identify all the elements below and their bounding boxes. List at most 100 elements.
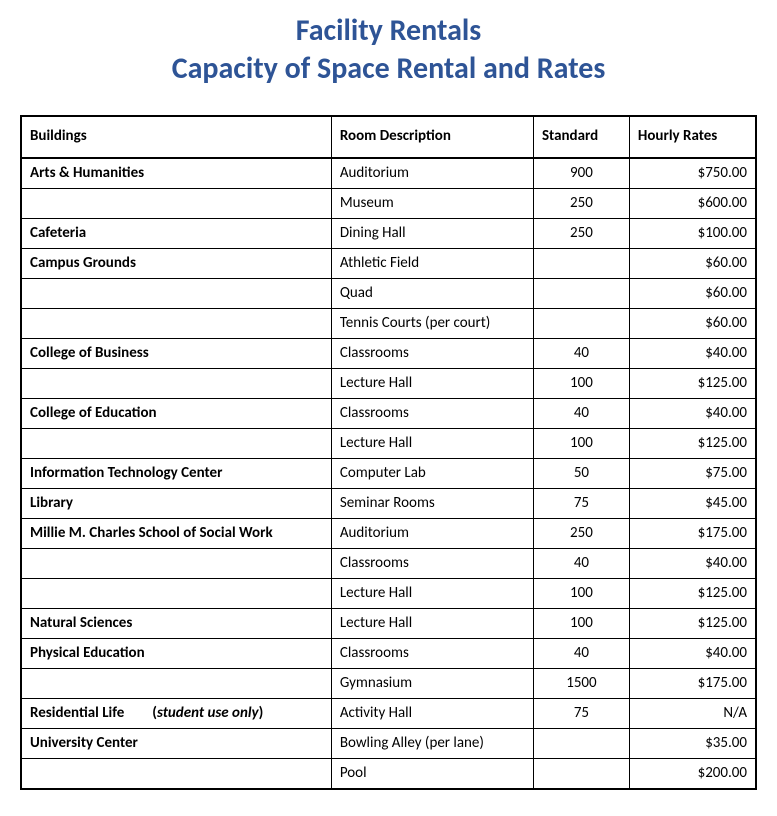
table-row: Millie M. Charles School of Social WorkA… <box>21 519 756 549</box>
cell-room: Athletic Field <box>331 249 533 279</box>
cell-room: Seminar Rooms <box>331 489 533 519</box>
cell-rate: $40.00 <box>629 339 756 369</box>
cell-building <box>21 669 331 699</box>
table-row: Quad $60.00 <box>21 279 756 309</box>
cell-standard: 900 <box>533 158 629 189</box>
cell-building: University Center <box>21 729 331 759</box>
table-row: Physical EducationClassrooms40$40.00 <box>21 639 756 669</box>
cell-room: Tennis Courts (per court) <box>331 309 533 339</box>
cell-rate: $60.00 <box>629 309 756 339</box>
cell-standard: 40 <box>533 639 629 669</box>
cell-room: Bowling Alley (per lane) <box>331 729 533 759</box>
cell-standard <box>533 729 629 759</box>
cell-standard: 40 <box>533 399 629 429</box>
cell-room: Dining Hall <box>331 219 533 249</box>
cell-rate: $750.00 <box>629 158 756 189</box>
cell-rate: $60.00 <box>629 249 756 279</box>
cell-building <box>21 369 331 399</box>
cell-building: Campus Grounds <box>21 249 331 279</box>
cell-building: Physical Education <box>21 639 331 669</box>
cell-rate: $45.00 <box>629 489 756 519</box>
cell-rate: $600.00 <box>629 189 756 219</box>
cell-room: Gymnasium <box>331 669 533 699</box>
cell-building: College of Education <box>21 399 331 429</box>
table-row: Information Technology CenterComputer La… <box>21 459 756 489</box>
cell-standard: 100 <box>533 579 629 609</box>
cell-rate: $175.00 <box>629 519 756 549</box>
col-header-standard: Standard <box>533 116 629 158</box>
table-row: Museum250$600.00 <box>21 189 756 219</box>
cell-building: Library <box>21 489 331 519</box>
cell-building <box>21 759 331 790</box>
cell-standard: 100 <box>533 369 629 399</box>
table-row: LibrarySeminar Rooms75$45.00 <box>21 489 756 519</box>
cell-building: Arts & Humanities <box>21 158 331 189</box>
cell-rate: $35.00 <box>629 729 756 759</box>
table-header-row: Buildings Room Description Standard Hour… <box>21 116 756 158</box>
cell-building: Millie M. Charles School of Social Work <box>21 519 331 549</box>
cell-standard: 75 <box>533 489 629 519</box>
cell-standard: 40 <box>533 339 629 369</box>
cell-standard <box>533 249 629 279</box>
cell-room: Auditorium <box>331 519 533 549</box>
cell-standard: 250 <box>533 189 629 219</box>
cell-room: Activity Hall <box>331 699 533 729</box>
cell-room: Classrooms <box>331 339 533 369</box>
table-row: Lecture Hall100$125.00 <box>21 369 756 399</box>
building-note: (student use only) <box>152 704 263 722</box>
cell-standard: 50 <box>533 459 629 489</box>
cell-room: Computer Lab <box>331 459 533 489</box>
cell-rate: $40.00 <box>629 639 756 669</box>
cell-room: Lecture Hall <box>331 429 533 459</box>
cell-building <box>21 549 331 579</box>
table-row: Classrooms40$40.00 <box>21 549 756 579</box>
cell-building: College of Business <box>21 339 331 369</box>
table-row: Arts & HumanitiesAuditorium900$750.00 <box>21 158 756 189</box>
cell-room: Auditorium <box>331 158 533 189</box>
cell-rate: $75.00 <box>629 459 756 489</box>
cell-standard <box>533 759 629 790</box>
cell-building <box>21 189 331 219</box>
page-title-line2: Capacity of Space Rental and Rates <box>20 50 757 88</box>
cell-standard <box>533 309 629 339</box>
cell-rate: $125.00 <box>629 369 756 399</box>
col-header-hourly-rates: Hourly Rates <box>629 116 756 158</box>
cell-room: Quad <box>331 279 533 309</box>
cell-standard: 1500 <box>533 669 629 699</box>
table-row: Gymnasium1500$175.00 <box>21 669 756 699</box>
page-title-line1: Facility Rentals <box>20 12 757 50</box>
cell-standard: 250 <box>533 519 629 549</box>
table-row: Lecture Hall100$125.00 <box>21 429 756 459</box>
table-row: Tennis Courts (per court) $60.00 <box>21 309 756 339</box>
cell-rate: $125.00 <box>629 429 756 459</box>
table-row: Lecture Hall100$125.00 <box>21 579 756 609</box>
cell-building <box>21 579 331 609</box>
cell-rate: $40.00 <box>629 549 756 579</box>
cell-building <box>21 279 331 309</box>
cell-building <box>21 429 331 459</box>
cell-room: Museum <box>331 189 533 219</box>
cell-standard: 100 <box>533 609 629 639</box>
table-row: CafeteriaDining Hall250$100.00 <box>21 219 756 249</box>
cell-standard: 40 <box>533 549 629 579</box>
cell-rate: $40.00 <box>629 399 756 429</box>
cell-rate: $175.00 <box>629 669 756 699</box>
cell-room: Pool <box>331 759 533 790</box>
cell-room: Classrooms <box>331 399 533 429</box>
cell-rate: $125.00 <box>629 609 756 639</box>
cell-room: Lecture Hall <box>331 369 533 399</box>
cell-building: Natural Sciences <box>21 609 331 639</box>
table-row: College of BusinessClassrooms40$40.00 <box>21 339 756 369</box>
table-row: Pool $200.00 <box>21 759 756 790</box>
cell-rate: $60.00 <box>629 279 756 309</box>
col-header-buildings: Buildings <box>21 116 331 158</box>
cell-building: Information Technology Center <box>21 459 331 489</box>
rates-table: Buildings Room Description Standard Hour… <box>20 115 757 790</box>
cell-room: Classrooms <box>331 639 533 669</box>
cell-standard: 100 <box>533 429 629 459</box>
cell-rate: $100.00 <box>629 219 756 249</box>
table-row: Campus GroundsAthletic Field $60.00 <box>21 249 756 279</box>
table-row: University CenterBowling Alley (per lane… <box>21 729 756 759</box>
cell-rate: $200.00 <box>629 759 756 790</box>
cell-rate: $125.00 <box>629 579 756 609</box>
